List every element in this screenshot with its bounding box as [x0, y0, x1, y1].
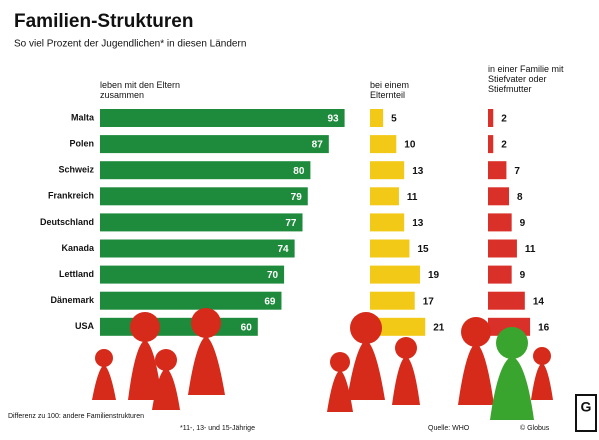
value-label: 7: [514, 166, 520, 177]
category-label: Dänemark: [50, 295, 95, 305]
category-label: Deutschland: [40, 217, 94, 227]
value-label: 70: [267, 270, 279, 281]
value-label: 21: [433, 322, 445, 333]
bar: [370, 161, 404, 179]
value-label: 13: [412, 218, 424, 229]
category-label: Lettland: [59, 269, 94, 279]
bar: [100, 187, 308, 205]
value-label: 13: [412, 166, 424, 177]
value-label: 5: [391, 114, 397, 125]
chart-subtitle: So viel Prozent der Jugendlichen* in die…: [14, 39, 246, 50]
value-label: 69: [264, 296, 276, 307]
bar: [370, 187, 399, 205]
value-label: 10: [404, 140, 416, 151]
bar: [100, 213, 303, 231]
series-header: leben mit den Eltern zusammen: [100, 80, 210, 100]
bar: [100, 161, 310, 179]
svg-text:G: G: [581, 399, 592, 415]
value-label: 74: [277, 244, 289, 255]
bar: [488, 292, 525, 310]
series-header: in einer Familie mit Stiefvater oder Sti…: [488, 64, 568, 94]
bar: [100, 266, 284, 284]
bar: [370, 213, 404, 231]
value-label: 15: [417, 244, 429, 255]
value-label: 16: [538, 322, 550, 333]
category-label: Schweiz: [58, 165, 94, 175]
source: Quelle: WHO: [428, 425, 470, 432]
bar: [370, 292, 415, 310]
bar: [370, 109, 383, 127]
bar: [488, 109, 493, 127]
bar: [370, 240, 409, 258]
value-label: 19: [428, 270, 440, 281]
category-label: Frankreich: [48, 191, 94, 201]
page: Familien-Strukturen So viel Prozent der …: [0, 0, 599, 440]
category-label: Malta: [71, 112, 95, 122]
bar: [488, 187, 509, 205]
bar: [488, 240, 517, 258]
bar: [488, 213, 512, 231]
value-label: 11: [407, 192, 418, 203]
value-label: 9: [520, 270, 526, 281]
footnote: *11-, 13- und 15-Jährige: [180, 425, 255, 432]
series-header: bei einem Elternteil: [370, 80, 440, 100]
note: Differenz zu 100: andere Familienstruktu…: [8, 413, 144, 420]
category-label: Kanada: [61, 243, 95, 253]
value-label: 87: [312, 140, 324, 151]
bar: [370, 135, 396, 153]
bar: [488, 161, 506, 179]
bar: [100, 135, 329, 153]
value-label: 79: [291, 192, 303, 203]
bar: [488, 266, 512, 284]
chart-title: Familien-Strukturen: [14, 11, 193, 32]
bar: [370, 266, 420, 284]
value-label: 80: [293, 166, 305, 177]
value-label: 17: [423, 296, 435, 307]
bar: [100, 109, 345, 127]
bar: [100, 240, 295, 258]
value-label: 77: [285, 218, 297, 229]
bar: [488, 135, 493, 153]
value-label: 8: [517, 192, 523, 203]
credit: © Globus: [520, 424, 550, 432]
bar: [100, 292, 281, 310]
value-label: 60: [241, 322, 253, 333]
value-label: 14: [533, 296, 545, 307]
category-label: Polen: [69, 138, 94, 148]
value-label: 2: [501, 140, 507, 151]
value-label: 11: [525, 244, 536, 255]
value-label: 9: [520, 218, 526, 229]
category-label: USA: [75, 321, 95, 331]
value-label: 93: [327, 114, 339, 125]
bar: [100, 318, 258, 336]
value-label: 2: [501, 114, 507, 125]
